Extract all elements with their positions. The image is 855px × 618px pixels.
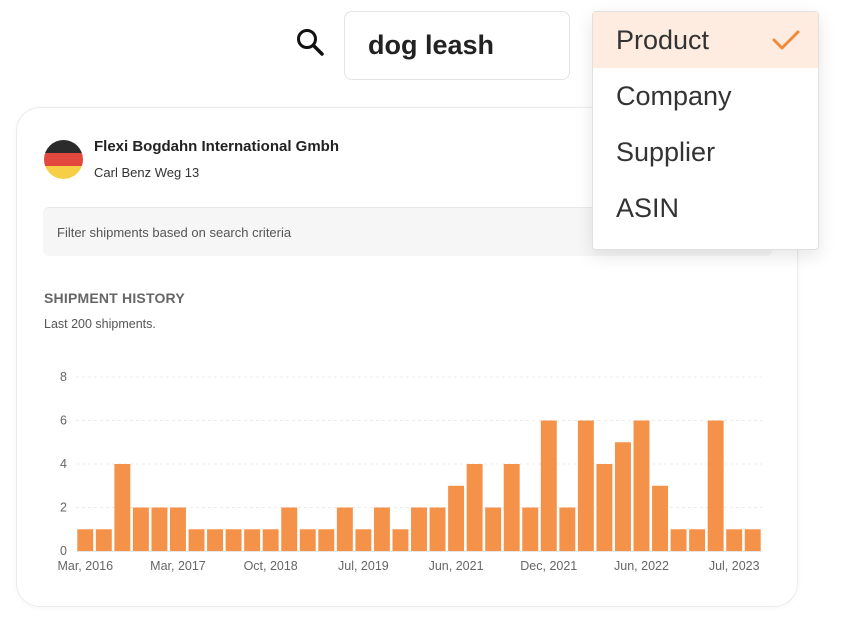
company-name[interactable]: Flexi Bogdahn International Gmbh [94,138,340,155]
search-icon[interactable] [294,26,328,60]
dropdown-option-label: ASIN [616,192,680,223]
search-query-text: dog leash [368,30,495,60]
dropdown-option-label: Company [616,80,732,111]
search-input[interactable]: dog leash [344,11,570,80]
company-address: Carl Benz Weg 13 [94,165,200,180]
germany-flag-icon [44,140,83,179]
dropdown-option-label: Product [616,24,710,55]
filter-placeholder: Filter shipments based on search criteri… [57,224,292,240]
section-title: SHIPMENT HISTORY [44,290,185,306]
dropdown-option-company[interactable]: Company [593,68,818,124]
dropdown-option-supplier[interactable]: Supplier [593,124,818,180]
dropdown-option-label: Supplier [616,136,716,167]
dropdown-option-asin[interactable]: ASIN [593,180,818,236]
dropdown-option-product[interactable]: Product [593,12,818,68]
checkmark-icon [772,30,800,50]
search-type-dropdown[interactable]: Product Company Supplier ASIN [592,11,819,250]
section-subtitle: Last 200 shipments. [44,317,156,331]
